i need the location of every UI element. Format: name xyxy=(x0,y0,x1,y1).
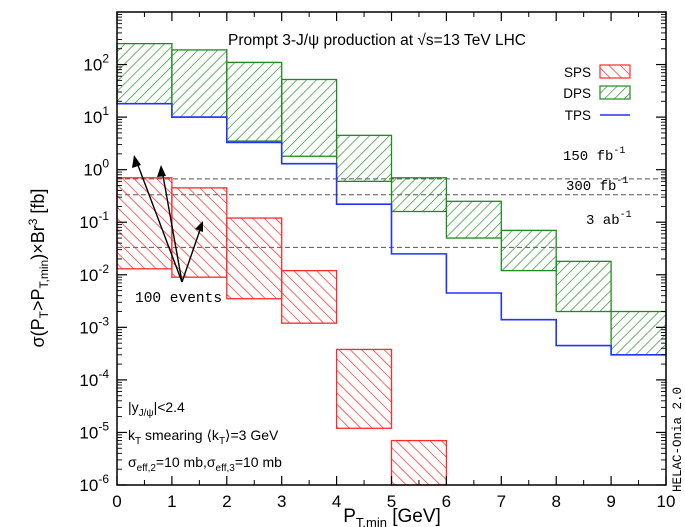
dps-bin-4 xyxy=(335,134,393,182)
y-tick-label-5: 10-1 xyxy=(79,209,109,232)
legend-swatch-sps xyxy=(599,64,631,79)
y-tick-label-4: 10-2 xyxy=(79,262,109,285)
x-tick-label-4: 4 xyxy=(332,492,341,511)
sps-bin-3 xyxy=(281,269,338,324)
ref-label-150: 150 fb-1 xyxy=(563,146,625,165)
x-tick-label-2: 2 xyxy=(222,492,231,511)
events-label: 100 events xyxy=(135,291,222,307)
ref-label-3ab: 3 ab-1 xyxy=(586,210,632,229)
series-lines xyxy=(117,102,666,356)
x-tick-label-3: 3 xyxy=(277,492,286,511)
legend-label-tps: TPS xyxy=(565,108,591,123)
chart-title: Prompt 3-J/ψ production at √s=13 TeV LHC xyxy=(228,32,526,49)
dps-bin-2 xyxy=(226,61,283,142)
sps-bin-4 xyxy=(335,348,393,429)
axes: 0 1 2 3 4 5 6 7 8 9 10 10-6 10-5 10-4 10-3 10-2 10-1 100 1… xyxy=(79,11,676,511)
ref-label-300: 300 fb-1 xyxy=(566,176,628,195)
legend: SPS DPS TPS xyxy=(563,64,631,123)
sps-bin-0 xyxy=(116,177,173,270)
x-tick-label-8: 8 xyxy=(551,492,560,511)
x-axis-label: PT,min [GeV] xyxy=(343,506,441,527)
sps-bin-2 xyxy=(226,217,283,300)
x-tick-label-1: 1 xyxy=(167,492,176,511)
events-arrows xyxy=(132,155,203,283)
sps-bin-5 xyxy=(390,439,448,486)
y-tick-label-6: 100 xyxy=(83,157,109,180)
watermark: HELAC-Onia 2.0 xyxy=(671,387,685,492)
tps-step-line xyxy=(117,102,666,356)
dps-bin-3 xyxy=(281,78,338,157)
dps-bin-6 xyxy=(445,200,502,239)
dps-bin-5 xyxy=(390,177,448,213)
y-tick-label-2: 10-4 xyxy=(79,367,109,390)
y-axis-label: σ(PT>PT,min)×Br3 [fb] xyxy=(26,189,51,348)
x-tick-label-9: 9 xyxy=(606,492,615,511)
legend-label-sps: SPS xyxy=(564,65,591,80)
bands xyxy=(116,42,667,486)
dps-bin-7 xyxy=(500,229,557,272)
y-tick-label-3: 10-3 xyxy=(79,314,109,337)
dps-bin-8 xyxy=(555,260,612,313)
sigma-eff-label: σeff,2=10 mb,σeff,3=10 mb xyxy=(128,454,282,474)
dps-bin-1 xyxy=(171,49,228,118)
dps-bin-0 xyxy=(116,42,173,105)
y-tick-label-1: 10-5 xyxy=(79,419,109,442)
x-tick-label-7: 7 xyxy=(497,492,506,511)
x-tick-label-5: 5 xyxy=(387,492,396,511)
kt-label: kT smearing ⟨kT⟩=3 GeV xyxy=(128,427,279,447)
y-tick-label-7: 101 xyxy=(83,104,109,127)
rapidity-label: |yJ/ψ|<2.4 xyxy=(128,399,185,419)
legend-label-dps: DPS xyxy=(563,86,591,101)
x-tick-label-0: 0 xyxy=(112,492,121,511)
y-tick-label-8: 102 xyxy=(83,52,109,75)
dps-bin-9 xyxy=(610,310,667,356)
x-tick-label-10: 10 xyxy=(657,492,676,511)
y-tick-label-0: 10-6 xyxy=(79,472,109,495)
x-tick-label-6: 6 xyxy=(442,492,451,511)
legend-swatch-dps xyxy=(599,85,631,100)
